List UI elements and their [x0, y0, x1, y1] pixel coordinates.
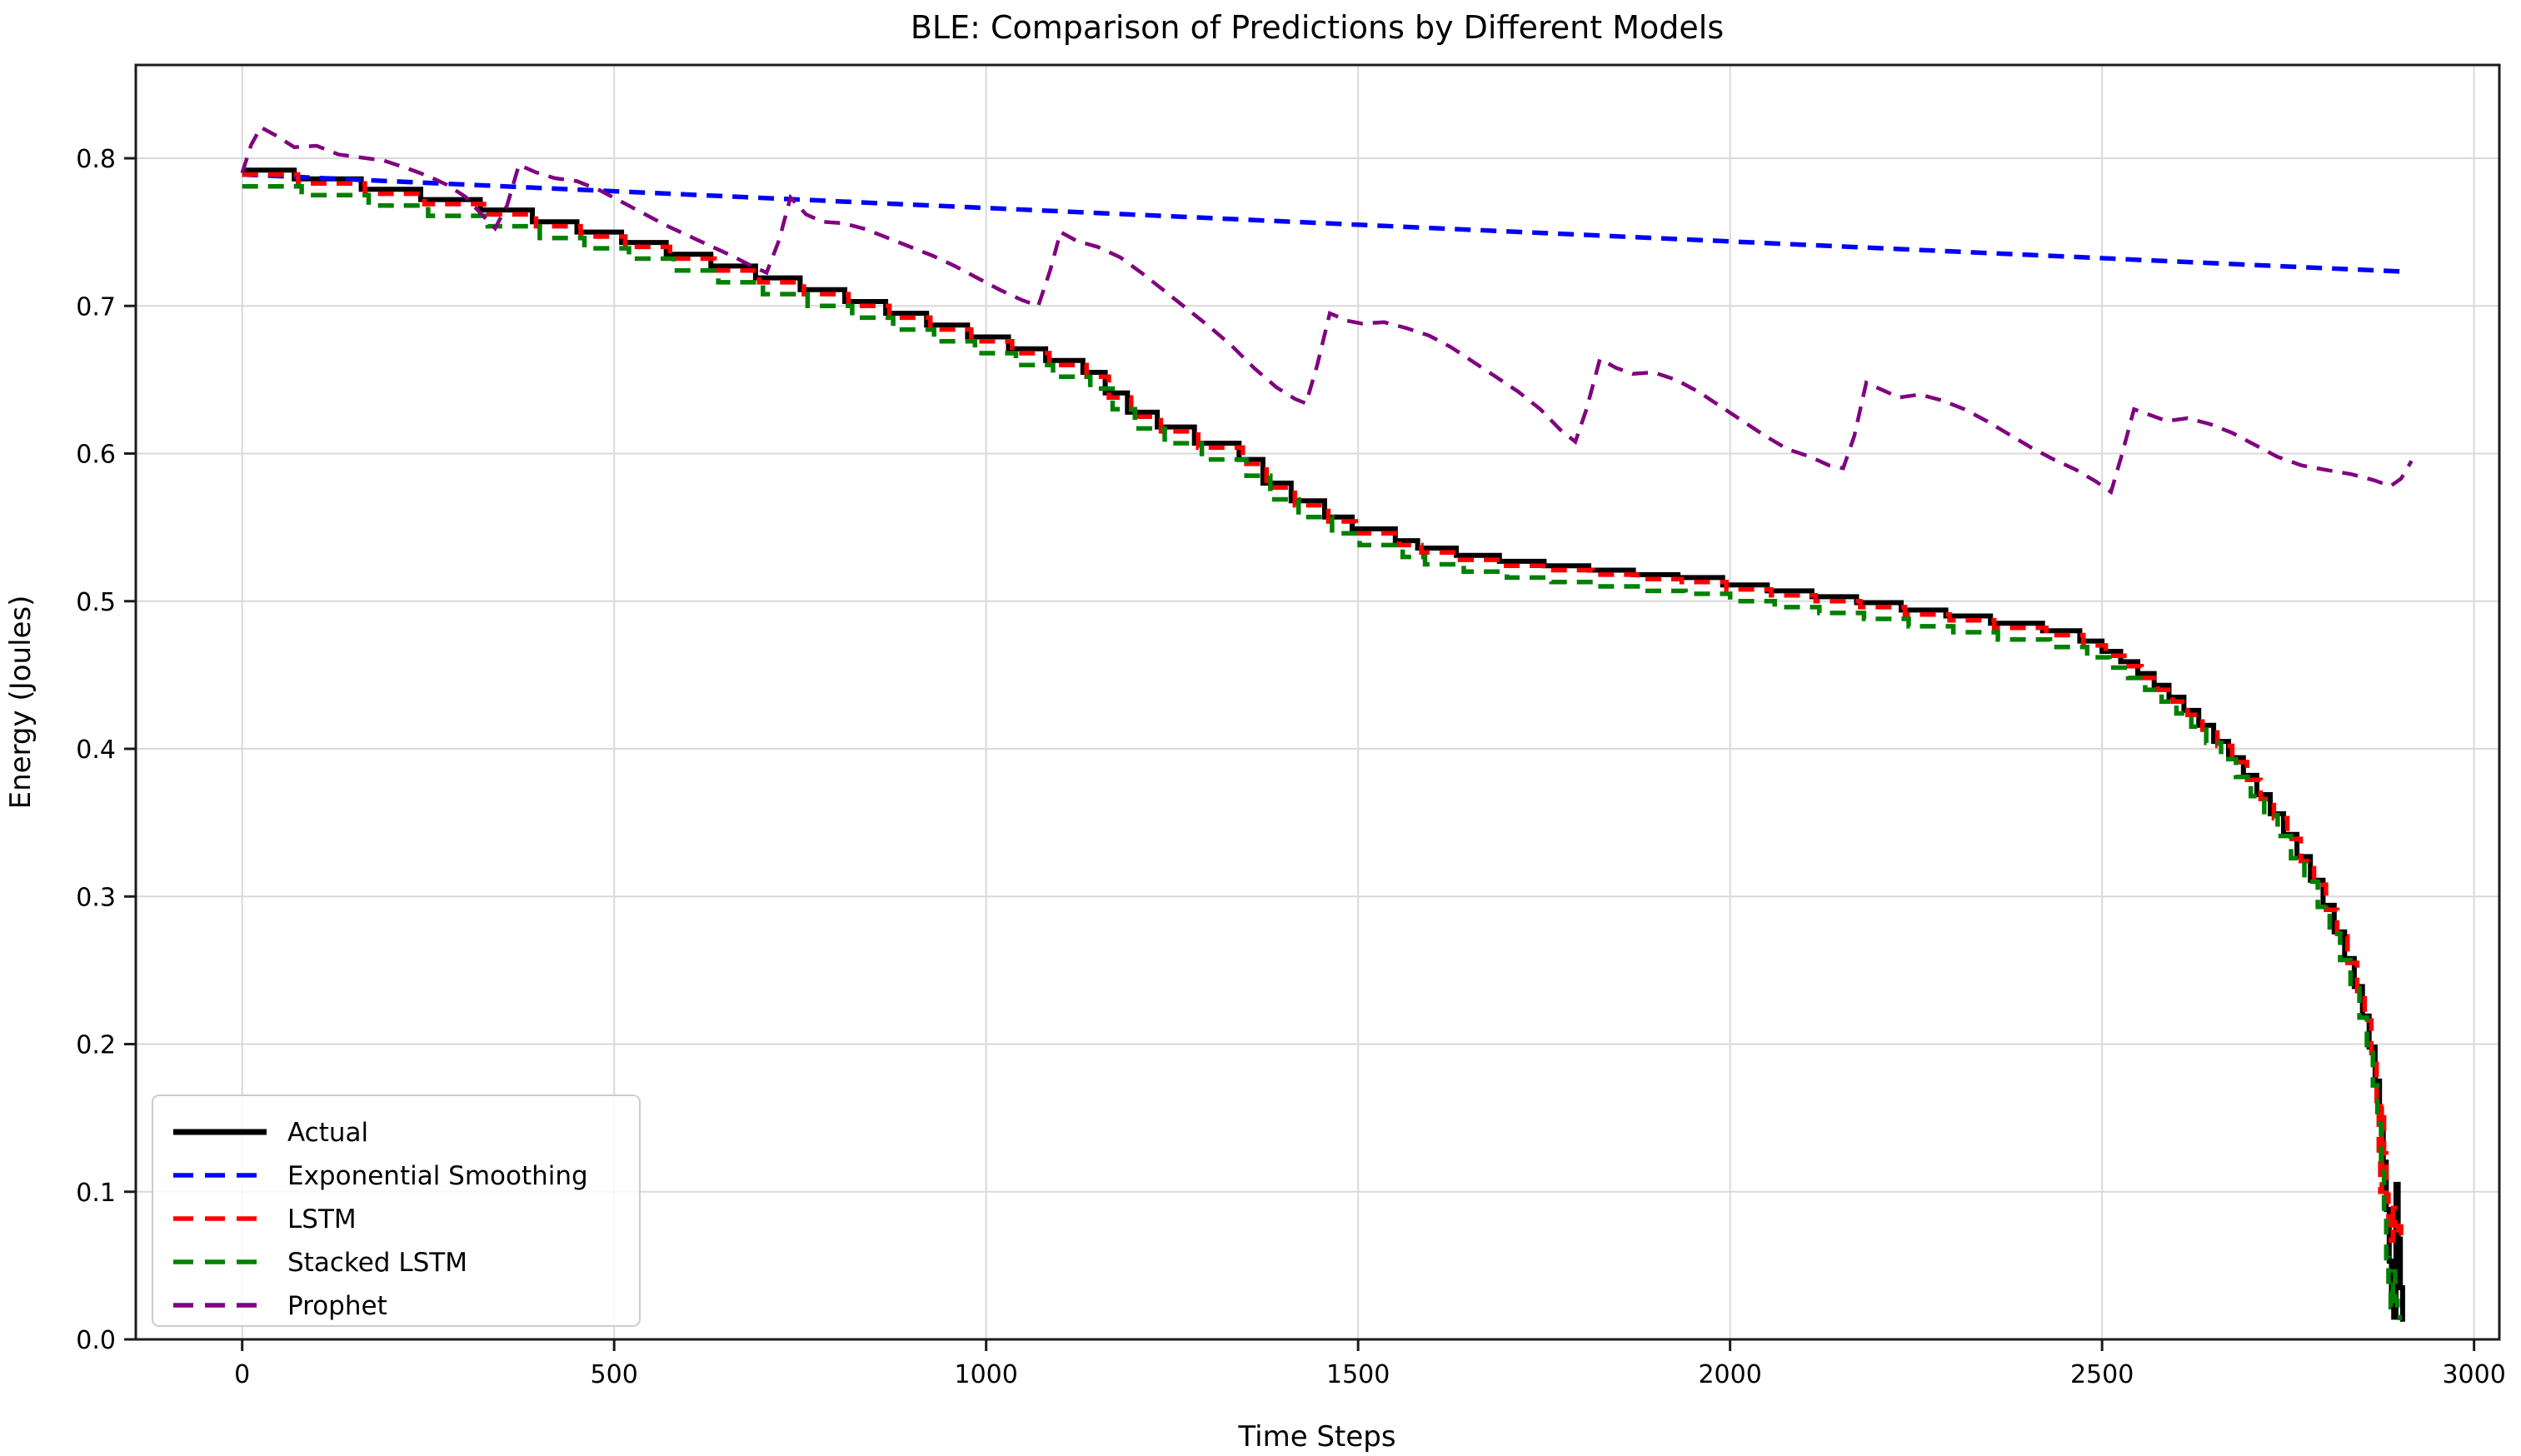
grid-layer — [136, 65, 2499, 1340]
legend-item-exponential-smoothing: Exponential Smoothing — [173, 1161, 588, 1191]
legend-box — [152, 1094, 641, 1327]
legend-item-lstm: LSTM — [173, 1204, 357, 1234]
x-tick-label-3000: 3000 — [2442, 1360, 2505, 1389]
y-tick-label-0.5: 0.5 — [76, 588, 116, 617]
legend-label-lstm: LSTM — [287, 1204, 357, 1234]
legend: Actual Exponential Smoothing LSTM Stacked L… — [152, 1094, 641, 1327]
x-tick-label-0: 0 — [234, 1360, 250, 1389]
x-tick-label-2500: 2500 — [2070, 1360, 2134, 1389]
legend-label-stacked-lstm: Stacked LSTM — [287, 1248, 467, 1278]
y-tick-label-0.2: 0.2 — [76, 1031, 116, 1060]
y-tick-label-0.4: 0.4 — [76, 735, 116, 765]
series-exponential-smoothing-line — [242, 172, 2404, 274]
series-layer — [240, 124, 2414, 1322]
series-prophet-line — [240, 124, 2414, 496]
x-tick-label-1500: 1500 — [1326, 1360, 1390, 1389]
y-tick-label-0.3: 0.3 — [76, 883, 116, 912]
series-stacked-lstm-line — [242, 183, 2403, 1320]
y-axis-label: Energy (Joules) — [4, 596, 37, 810]
y-tick-label-0.0: 0.0 — [76, 1326, 116, 1355]
legend-item-stacked-lstm: Stacked LSTM — [173, 1248, 467, 1278]
y-tick-label-0.8: 0.8 — [76, 145, 116, 174]
x-tick-label-500: 500 — [591, 1360, 638, 1389]
legend-label-exponential-smoothing: Exponential Smoothing — [287, 1161, 588, 1191]
y-tick-label-0.7: 0.7 — [76, 292, 116, 322]
legend-label-actual: Actual — [287, 1118, 368, 1148]
axes-layer — [134, 63, 2501, 1341]
series-lstm-line — [242, 172, 2404, 1243]
plot-border — [134, 63, 2501, 1341]
y-tick-label-0.6: 0.6 — [76, 441, 116, 470]
legend-item-prophet: Prophet — [173, 1291, 387, 1321]
x-tick-label-2000: 2000 — [1698, 1360, 1761, 1389]
x-tick-label-1000: 1000 — [954, 1360, 1017, 1389]
tick-layer: 0 500 1000 1500 2000 2500 3000 0.0 0.1 0.2 0.3 0.4 0… — [76, 145, 2506, 1389]
chart-title: BLE: Comparison of Predictions by Differ… — [911, 9, 1724, 46]
legend-item-actual: Actual — [173, 1118, 368, 1148]
y-tick-label-0.1: 0.1 — [76, 1179, 116, 1208]
legend-label-prophet: Prophet — [287, 1291, 387, 1321]
x-axis-label: Time Steps — [1237, 1420, 1395, 1454]
